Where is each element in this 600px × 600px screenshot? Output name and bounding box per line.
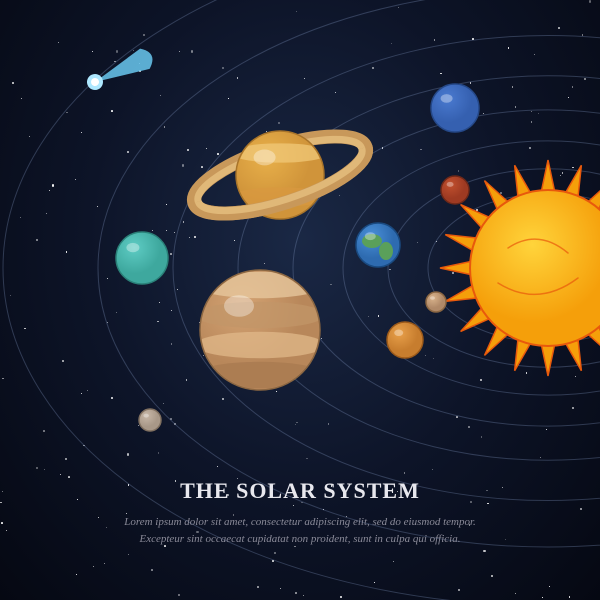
planet-jupiter (195, 270, 325, 390)
planet-pluto (139, 409, 161, 431)
planet-venus (387, 322, 423, 358)
planet-neptune (431, 84, 479, 132)
comet-icon (83, 45, 156, 95)
planet-mercury (426, 292, 446, 312)
planet-uranus (116, 232, 168, 284)
diagram-subtitle: Lorem ipsum dolor sit amet, consectetur … (0, 514, 600, 547)
diagram-title: THE SOLAR SYSTEM (0, 478, 600, 504)
planet-saturn (186, 121, 374, 230)
title-block: THE SOLAR SYSTEM Lorem ipsum dolor sit a… (0, 478, 600, 547)
planet-mars (441, 176, 469, 204)
solar-system-diagram: THE SOLAR SYSTEM Lorem ipsum dolor sit a… (0, 0, 600, 600)
planet-earth (356, 223, 400, 267)
